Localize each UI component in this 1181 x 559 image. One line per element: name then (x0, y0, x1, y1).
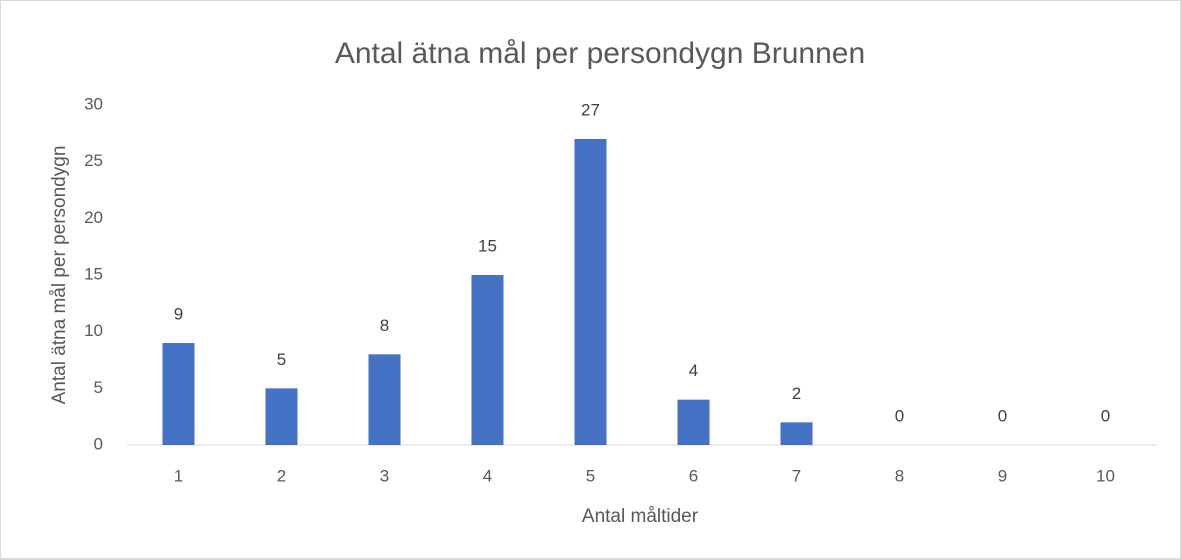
data-label: 27 (581, 100, 600, 119)
x-tick-label: 3 (380, 466, 389, 485)
data-label: 9 (174, 304, 183, 323)
y-tick-label: 10 (84, 321, 103, 340)
y-tick-label: 5 (94, 378, 103, 397)
bar (265, 388, 298, 445)
x-tick-label: 7 (792, 466, 801, 485)
x-axis-title: Antal måltider (582, 506, 699, 527)
y-tick-label: 30 (84, 94, 103, 113)
x-tick-label: 2 (277, 466, 286, 485)
data-label: 0 (1101, 406, 1110, 425)
y-axis-title: Antal ätna mål per persondygn (49, 146, 70, 405)
x-tick-label: 10 (1096, 466, 1115, 485)
data-label: 2 (792, 384, 801, 403)
bar (471, 275, 504, 445)
bar (780, 422, 813, 445)
y-tick-label: 0 (94, 434, 103, 453)
data-label: 0 (998, 406, 1007, 425)
x-tick-label: 9 (998, 466, 1007, 485)
x-tick-label: 4 (483, 466, 492, 485)
data-label: 5 (277, 350, 286, 369)
bar (677, 399, 710, 445)
data-label: 8 (380, 316, 389, 335)
y-tick-label: 15 (84, 264, 103, 283)
bar (368, 354, 401, 445)
chart-title: Antal ätna mål per persondygn Brunnen (335, 37, 865, 70)
bar (162, 343, 195, 445)
bar (574, 139, 607, 445)
x-tick-label: 1 (174, 466, 183, 485)
x-tick-label: 6 (689, 466, 698, 485)
y-tick-label: 25 (84, 151, 103, 170)
x-tick-label: 8 (895, 466, 904, 485)
y-tick-label: 20 (84, 208, 103, 227)
data-label: 0 (895, 406, 904, 425)
x-tick-label: 5 (586, 466, 595, 485)
data-label: 15 (478, 236, 497, 255)
data-label: 4 (689, 361, 698, 380)
